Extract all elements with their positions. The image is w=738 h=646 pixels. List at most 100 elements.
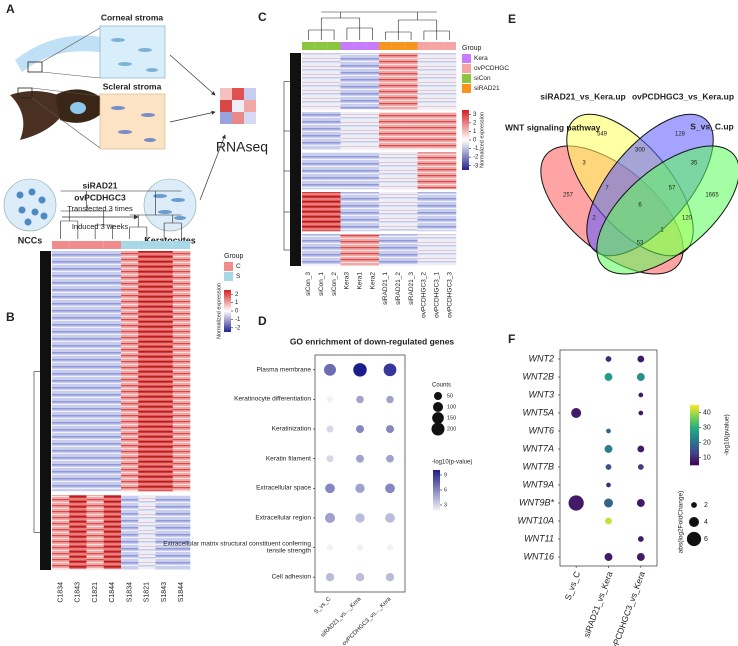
dot xyxy=(605,517,612,525)
heatmap-block xyxy=(302,53,316,110)
y-tick-label: Extracellular space xyxy=(256,484,311,492)
group-bar xyxy=(340,42,354,50)
colorbar-step xyxy=(690,455,699,458)
colorbar-tick-label: 30 xyxy=(703,424,711,431)
dot xyxy=(385,572,395,582)
colorbar-step xyxy=(690,433,699,436)
group-bar xyxy=(121,241,139,249)
colorbar-step xyxy=(433,486,440,489)
colorbar-step xyxy=(690,431,699,434)
dot xyxy=(604,498,613,508)
dot xyxy=(638,392,644,398)
legend-dot xyxy=(434,392,442,400)
legend-title: Counts xyxy=(432,383,451,389)
illustration-label: RNAseq xyxy=(216,139,268,155)
heatmap-block xyxy=(443,234,457,266)
heatmap-block xyxy=(430,53,444,110)
legend-dot xyxy=(431,422,445,436)
legend-label: 150 xyxy=(447,415,456,421)
heatmap-block xyxy=(443,53,457,110)
heatmap-block xyxy=(417,192,431,232)
row-dendrogram xyxy=(40,251,51,570)
legend-label: S xyxy=(236,273,241,280)
heatmap-block xyxy=(340,53,354,110)
colorbar-step xyxy=(690,419,699,422)
dot xyxy=(326,455,334,463)
legend-dot xyxy=(689,517,699,527)
legend-swatch xyxy=(462,54,471,63)
venn-count: 7 xyxy=(605,186,609,192)
y-tick-label: Extracellular matrix structural constitu… xyxy=(163,540,311,555)
heatmap-block xyxy=(366,192,380,232)
dot xyxy=(325,572,335,582)
colorbar xyxy=(224,290,231,332)
colorbar-step xyxy=(690,449,699,452)
venn-count: 2 xyxy=(592,216,596,222)
column-label: S1843 xyxy=(161,582,168,602)
venn-set-label: S_vs_C.up xyxy=(690,121,733,131)
heatmap-block xyxy=(327,152,341,190)
colorbar-tick-label: 3 xyxy=(473,112,477,118)
dot xyxy=(606,428,611,434)
legend-dot xyxy=(691,502,697,508)
dot xyxy=(356,544,364,551)
heatmap-block xyxy=(430,112,444,150)
panel-letter: F xyxy=(508,332,515,346)
venn-count: 128 xyxy=(675,132,686,138)
heatmap-block xyxy=(314,112,328,150)
legend-label: Kera xyxy=(474,55,488,62)
heatmap-block xyxy=(430,192,444,232)
y-tick-label: WNT11 xyxy=(524,533,554,543)
heatmap-block xyxy=(443,112,457,150)
column-label: siCon_1 xyxy=(318,272,325,296)
dot xyxy=(356,395,364,404)
dot xyxy=(324,363,336,376)
group-bar xyxy=(86,241,104,249)
heatmap-block xyxy=(353,53,367,110)
venn-count: 1665 xyxy=(705,193,719,199)
colorbar-tick-label: -3 xyxy=(473,163,479,169)
dot xyxy=(326,544,334,551)
group-bar xyxy=(379,42,392,50)
illustration-label: Transfected 3 times xyxy=(67,204,133,213)
dot xyxy=(326,396,334,403)
heatmap-block xyxy=(353,192,367,232)
colorbar-step xyxy=(690,417,699,420)
heatmap-block xyxy=(430,234,444,266)
heatmap-block xyxy=(52,495,70,570)
x-tick-label: siRAD21_vs_Kera xyxy=(581,570,614,639)
legend-swatch xyxy=(462,64,471,73)
colorbar-step xyxy=(433,478,440,481)
legend-title: -log10(pvalue) xyxy=(724,414,731,456)
venn-set-label: ovPCDHGC3_vs_Kera.up xyxy=(632,91,734,101)
venn-set-label: WNT signaling pathway xyxy=(505,122,601,132)
plot-frame xyxy=(314,354,406,593)
heatmap-block xyxy=(314,152,328,190)
group-bar xyxy=(172,241,190,249)
heatmap-block xyxy=(327,53,341,110)
colorbar-step xyxy=(690,451,699,454)
heatmap-block xyxy=(443,192,457,232)
legend-swatch xyxy=(224,262,233,271)
heatmap-block xyxy=(327,192,341,232)
colorbar-step xyxy=(433,476,440,479)
heatmap-block xyxy=(86,251,105,492)
legend-title: Group xyxy=(462,45,482,52)
colorbar-step xyxy=(690,405,699,408)
colorbar-step xyxy=(433,494,440,497)
dot xyxy=(568,495,584,511)
colorbar-tick-label: 1 xyxy=(235,300,239,306)
colorbar-tick-label: 0 xyxy=(473,138,477,144)
colorbar-step xyxy=(690,459,699,462)
colorbar-step xyxy=(690,445,699,448)
heatmap-block xyxy=(138,495,156,570)
dot xyxy=(636,499,645,507)
y-tick-label: Cell adhesion xyxy=(271,573,311,581)
venn-count: 35 xyxy=(691,161,698,167)
dot xyxy=(637,445,645,453)
y-tick-label: WNT7A xyxy=(523,443,555,453)
panel-letter: B xyxy=(6,310,15,324)
rnaseq-icon xyxy=(220,88,256,124)
y-tick-label: WNT10A xyxy=(517,515,554,525)
legend-label: siRAD21 xyxy=(474,85,500,92)
